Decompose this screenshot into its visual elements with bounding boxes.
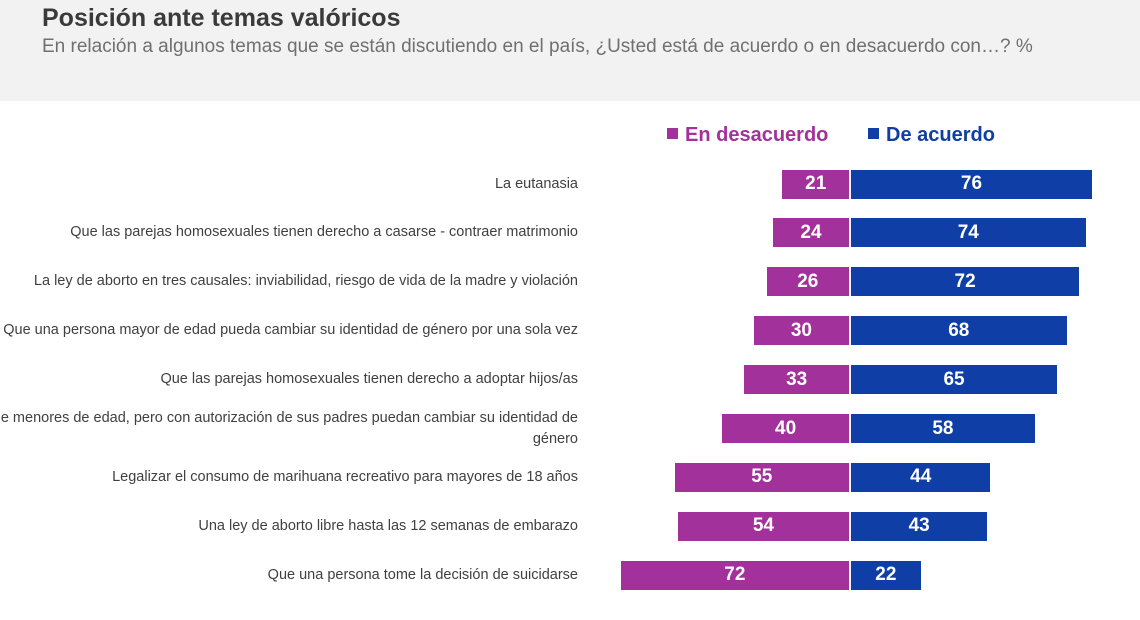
bar-acuerdo: 76 [851, 169, 1092, 199]
bar-value-desacuerdo: 26 [797, 270, 819, 292]
bar-desacuerdo: 33 [744, 365, 849, 395]
bar-acuerdo: 44 [851, 462, 991, 492]
legend-desacuerdo: En desacuerdo [667, 124, 828, 150]
bar-value-acuerdo: 44 [910, 466, 932, 488]
bar-acuerdo: 68 [851, 316, 1067, 346]
bar-acuerdo: 58 [851, 414, 1035, 443]
bar-desacuerdo: 72 [620, 560, 849, 590]
bar-acuerdo: 65 [851, 365, 1058, 395]
bar-value-acuerdo: 65 [943, 368, 965, 390]
category-label: Que menores de edad, pero con autorizaci… [0, 409, 578, 447]
bar-desacuerdo: 24 [772, 218, 849, 248]
legend-label-acuerdo: De acuerdo [886, 124, 995, 146]
bar-value-acuerdo: 58 [932, 417, 954, 439]
bar-value-acuerdo: 72 [954, 270, 976, 292]
category-label: Una ley de aborto libre hasta las 12 sem… [198, 517, 578, 534]
bar-value-desacuerdo: 24 [800, 221, 822, 243]
category-label: La eutanasia [494, 175, 578, 192]
bar-value-acuerdo: 43 [908, 515, 930, 537]
bar-acuerdo: 43 [851, 511, 988, 541]
bar-value-desacuerdo: 21 [805, 173, 827, 194]
legend-label-desacuerdo: En desacuerdo [685, 124, 829, 146]
bar-value-acuerdo: 22 [875, 564, 897, 586]
bar-value-acuerdo: 68 [948, 319, 970, 341]
category-label: La ley de aborto en tres causales: invia… [33, 273, 578, 290]
bar-desacuerdo: 26 [766, 267, 849, 297]
bar-acuerdo: 72 [851, 267, 1080, 297]
bar-value-acuerdo: 74 [957, 221, 979, 243]
bar-value-acuerdo: 76 [960, 173, 983, 194]
category-label: Que las parejas homosexuales tienen dere… [160, 371, 578, 388]
chart-subtitle: En relación a algunos temas que se están… [42, 36, 1033, 57]
bar-value-desacuerdo: 55 [751, 466, 773, 488]
legend-swatch-desacuerdo [667, 128, 678, 139]
bar-value-desacuerdo: 72 [724, 564, 746, 586]
bar-desacuerdo: 30 [753, 316, 849, 346]
legend-swatch-acuerdo [868, 128, 879, 139]
bar-value-desacuerdo: 40 [775, 417, 797, 439]
bar-value-desacuerdo: 33 [786, 368, 808, 390]
bar-desacuerdo: 21 [782, 169, 849, 199]
bar-value-desacuerdo: 54 [752, 515, 774, 537]
chart-title: Posición ante temas valóricos [42, 4, 401, 32]
legend-acuerdo: De acuerdo [868, 124, 995, 150]
bar-desacuerdo: 40 [722, 414, 849, 443]
category-label: Que las parejas homosexuales tienen dere… [70, 224, 578, 241]
bar-acuerdo: 74 [851, 218, 1086, 248]
bar-acuerdo: 22 [851, 560, 921, 590]
category-label: Que una persona mayor de edad pueda camb… [3, 322, 578, 339]
header-band [0, 0, 1140, 101]
category-label: Legalizar el consumo de marihuana recrea… [112, 468, 578, 485]
bar-desacuerdo: 54 [677, 511, 849, 541]
bar-value-desacuerdo: 30 [790, 319, 812, 341]
bar-desacuerdo: 55 [674, 462, 849, 492]
category-label: Que una persona tome la decisión de suic… [267, 566, 578, 583]
